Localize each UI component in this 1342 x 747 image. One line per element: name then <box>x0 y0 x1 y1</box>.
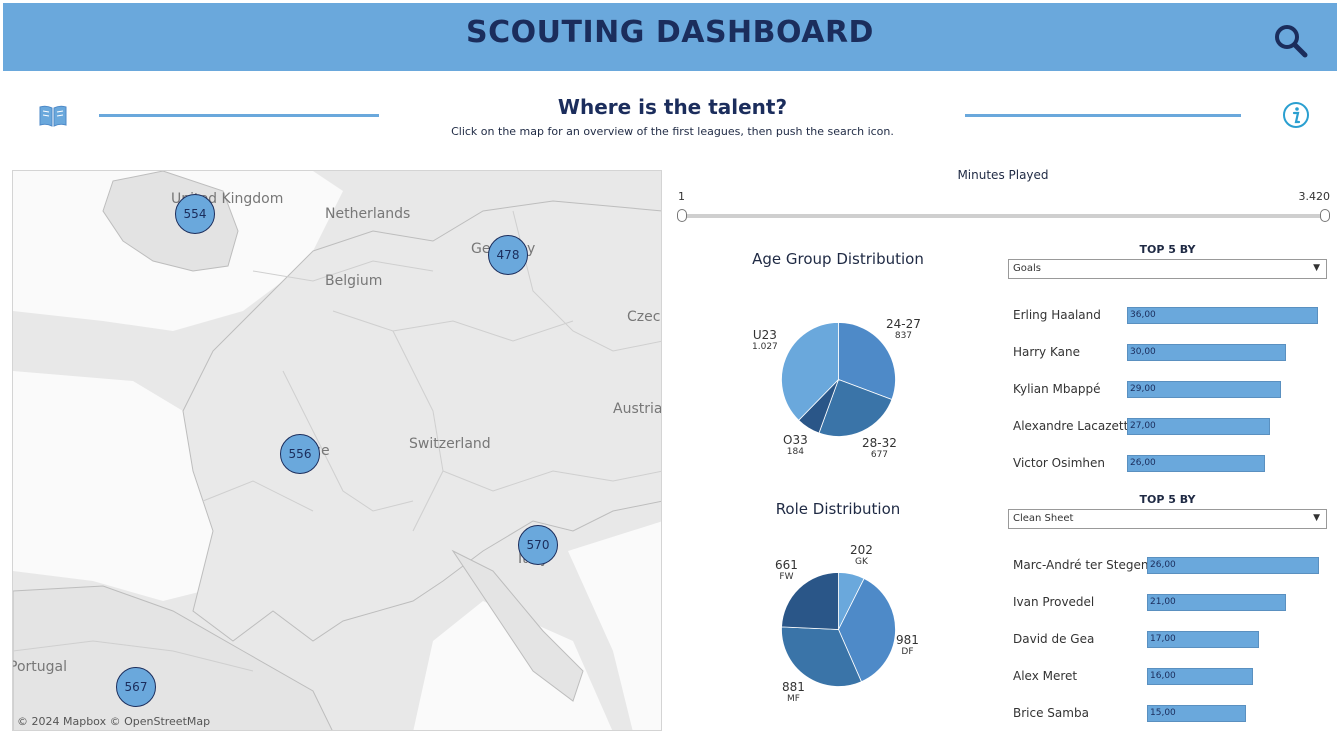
goals-bar[interactable]: 29,00 <box>1127 381 1281 398</box>
minutes-played-slider[interactable] <box>682 214 1325 218</box>
divider-right <box>965 114 1241 117</box>
age-slice-1[interactable] <box>818 378 893 437</box>
goals-player-name: Erling Haaland <box>1013 308 1101 322</box>
clean-bar[interactable]: 15,00 <box>1147 705 1246 722</box>
top5-goals-selected: Goals <box>1013 263 1041 274</box>
map-cluster-spain[interactable]: 567 <box>116 667 156 707</box>
clean-player-name: Brice Samba <box>1013 706 1089 720</box>
europe-map[interactable]: United Kingdom Netherlands Germany Belgi… <box>12 170 662 731</box>
goals-bar-value: 26,00 <box>1130 458 1156 468</box>
clean-player-name: Ivan Provedel <box>1013 595 1095 609</box>
role-label-df: 981 DF <box>896 633 919 657</box>
top5-goals-select[interactable]: Goals ▼ <box>1008 259 1327 279</box>
top5-clean-selected: Clean Sheet <box>1013 513 1074 524</box>
clean-bar-value: 21,00 <box>1150 597 1176 607</box>
role-distribution-title: Role Distribution <box>775 500 901 518</box>
role-label-mf: 881 MF <box>782 680 805 704</box>
age-label-o33: O33 184 <box>783 433 808 457</box>
minutes-played-label: Minutes Played <box>957 168 1049 182</box>
age-slice-0[interactable] <box>838 322 896 401</box>
goals-bar-value: 29,00 <box>1130 384 1156 394</box>
map-cluster-italy[interactable]: 570 <box>518 525 558 565</box>
top5-goals-title: TOP 5 BY <box>1139 243 1196 256</box>
goals-bar-value: 27,00 <box>1130 421 1156 431</box>
goals-player-name: Victor Osimhen <box>1013 456 1105 470</box>
clean-player-name: Alex Meret <box>1013 669 1078 683</box>
info-icon[interactable] <box>1281 100 1311 130</box>
map-attribution[interactable]: © 2024 Mapbox © OpenStreetMap <box>17 715 211 728</box>
map-label-czech: Czech <box>627 309 661 325</box>
goals-player-name: Alexandre Lacazette <box>1013 419 1136 433</box>
map-label-belgium: Belgium <box>325 273 383 289</box>
search-icon[interactable] <box>1271 21 1311 61</box>
role-slice-2[interactable] <box>781 626 862 687</box>
goals-bar[interactable]: 27,00 <box>1127 418 1270 435</box>
clean-bar[interactable]: 26,00 <box>1147 557 1319 574</box>
age-group-pie[interactable] <box>780 321 897 438</box>
age-slice-3[interactable] <box>781 322 839 421</box>
clean-player-name: David de Gea <box>1013 632 1095 646</box>
map-label-portugal: Portugal <box>12 659 67 675</box>
goals-bar-value: 30,00 <box>1130 347 1156 357</box>
age-group-title: Age Group Distribution <box>752 250 924 268</box>
clean-bar-value: 26,00 <box>1150 560 1176 570</box>
map-cluster-france[interactable]: 556 <box>280 434 320 474</box>
clean-bar-value: 17,00 <box>1150 634 1176 644</box>
book-icon[interactable] <box>38 101 68 131</box>
clean-bar[interactable]: 17,00 <box>1147 631 1259 648</box>
goals-bar[interactable]: 26,00 <box>1127 455 1265 472</box>
page-title: SCOUTING DASHBOARD <box>466 15 874 50</box>
role-label-fw: 661 FW <box>775 558 798 582</box>
goals-player-name: Harry Kane <box>1013 345 1080 359</box>
age-label-u23: U23 1.027 <box>752 328 778 352</box>
map-label-netherlands: Netherlands <box>325 206 411 222</box>
age-label-24-27: 24-27 837 <box>886 317 921 341</box>
age-label-28-32: 28-32 677 <box>862 436 897 460</box>
slider-handle-max[interactable] <box>1320 209 1330 222</box>
top5-clean-select[interactable]: Clean Sheet ▼ <box>1008 509 1327 529</box>
goals-bar[interactable]: 36,00 <box>1127 307 1318 324</box>
role-slice-1[interactable] <box>838 578 896 683</box>
header-bar: SCOUTING DASHBOARD <box>3 3 1337 71</box>
role-distribution-pie[interactable] <box>780 571 897 688</box>
goals-bar[interactable]: 30,00 <box>1127 344 1286 361</box>
map-label-austria: Austria <box>613 401 662 417</box>
slider-max-value: 3.420 <box>1298 190 1331 203</box>
role-label-gk: 202 GK <box>850 543 873 567</box>
map-cluster-england[interactable]: 554 <box>175 194 215 234</box>
clean-bar[interactable]: 21,00 <box>1147 594 1286 611</box>
goals-player-name: Kylian Mbappé <box>1013 382 1101 396</box>
goals-bar-value: 36,00 <box>1130 310 1156 320</box>
clean-bar-value: 15,00 <box>1150 708 1176 718</box>
slider-min-value: 1 <box>678 190 685 203</box>
chevron-down-icon: ▼ <box>1313 513 1320 523</box>
top5-clean-title: TOP 5 BY <box>1139 493 1196 506</box>
clean-player-name: Marc-André ter Stegen <box>1013 558 1149 572</box>
clean-bar-value: 16,00 <box>1150 671 1176 681</box>
map-cluster-germany[interactable]: 478 <box>488 235 528 275</box>
role-slice-3[interactable] <box>781 572 839 630</box>
chevron-down-icon: ▼ <box>1313 263 1320 273</box>
section-title: Where is the talent? <box>557 95 788 119</box>
section-instructions: Click on the map for an overview of the … <box>451 125 894 138</box>
clean-bar[interactable]: 16,00 <box>1147 668 1253 685</box>
divider-left <box>99 114 379 117</box>
map-label-switzerland: Switzerland <box>409 436 491 452</box>
slider-handle-min[interactable] <box>677 209 687 222</box>
